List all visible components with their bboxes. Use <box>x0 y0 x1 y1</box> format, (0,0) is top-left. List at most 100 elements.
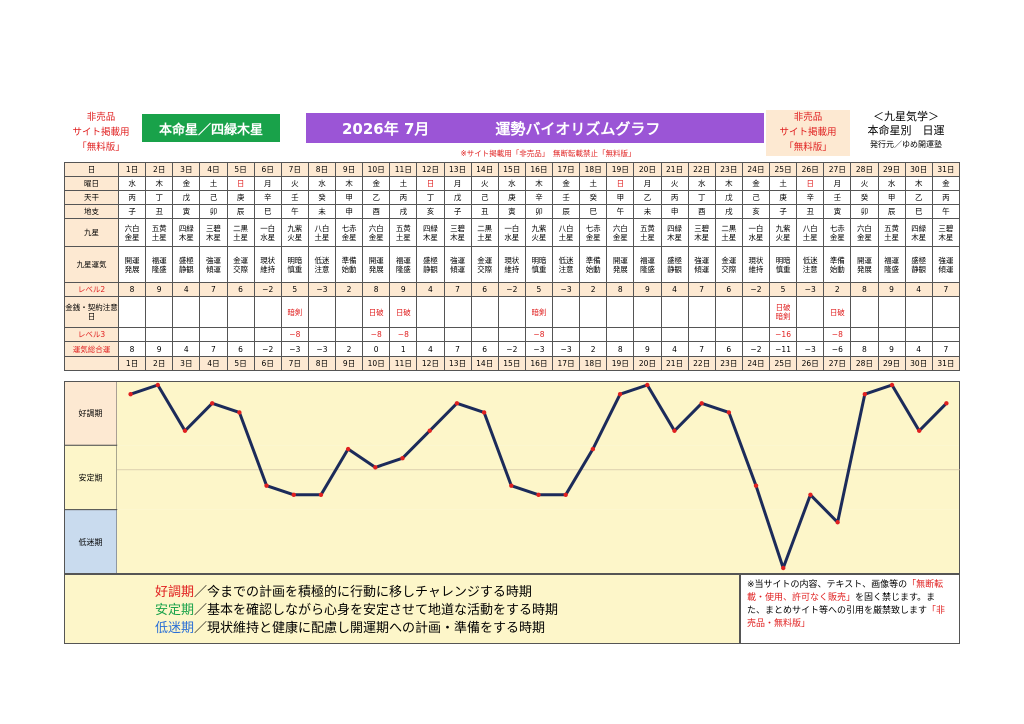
lv3-cell <box>470 327 499 342</box>
band-label-bg <box>63 380 118 446</box>
lv3-cell: −8 <box>524 327 554 342</box>
kyusei-cell: 四緑 木星 <box>172 218 201 247</box>
kin-cell: 日破 <box>362 296 391 328</box>
kyusei-cell-line: 六白 <box>124 223 140 233</box>
label-money-caution: 金銭・契約注意日 <box>64 296 119 328</box>
shi-cell: 午 <box>606 204 635 219</box>
kyusei-cell-line: 八白 <box>314 223 330 233</box>
band-label: 安定期 <box>79 473 103 483</box>
shi-cell: 子 <box>117 204 147 219</box>
sogo-cell: 7 <box>687 341 716 357</box>
days-cell: 7日 <box>280 162 309 177</box>
kyusei-cell: 七赤 金星 <box>334 218 364 247</box>
weekday-cell: 日 <box>226 176 255 191</box>
day-footer-cell: 19日 <box>606 356 635 371</box>
kan-cell: 辛 <box>253 190 282 205</box>
kin-cell <box>931 296 961 328</box>
day-footer-cell: 8日 <box>307 356 337 371</box>
kyusei-cell-line: 土星 <box>558 232 574 242</box>
kan-cell: 庚 <box>768 190 798 205</box>
kan-cell: 丁 <box>416 190 445 205</box>
lv2-cell: 6 <box>470 282 499 297</box>
unki-cell-line: 低迷 <box>314 255 330 265</box>
shi-cell: 酉 <box>362 204 391 219</box>
shi-cell: 卯 <box>199 204 228 219</box>
kyusei-cell-line: 火星 <box>287 232 303 242</box>
free-label-line: サイト掲載用 <box>779 127 837 138</box>
data-point <box>400 456 405 461</box>
kyusei-cell-line: 三碧 <box>450 223 466 233</box>
kyusei-cell-line: 四緑 <box>178 223 194 233</box>
kyusei-cell-line: 木星 <box>667 232 683 242</box>
lv2-cell: −2 <box>497 282 526 297</box>
lv2-cell: 8 <box>606 282 635 297</box>
data-point <box>944 401 949 406</box>
lv2-cell: −3 <box>796 282 825 297</box>
kan-cell: 甲 <box>334 190 364 205</box>
weekday-cell: 火 <box>280 176 309 191</box>
notice-part-d: 「非売品・無料版」 <box>747 606 946 629</box>
day-footer-cell: 6日 <box>253 356 282 371</box>
unki-cell: 盛極 静観 <box>660 246 689 283</box>
data-point <box>427 428 432 433</box>
shi-cell: 巳 <box>579 204 608 219</box>
title-main: 運勢バイオリズムグラフ <box>495 119 661 138</box>
day-footer-cell: 27日 <box>823 356 852 371</box>
kin-cell-line: 日破 <box>829 307 845 317</box>
shi-cell: 亥 <box>416 204 445 219</box>
unki-cell-line: 隆盛 <box>884 264 900 274</box>
sogo-cell: 7 <box>199 341 228 357</box>
unki-cell: 開運 発展 <box>606 246 635 283</box>
label-weekday: 曜日 <box>64 176 119 191</box>
kan-cell: 乙 <box>633 190 662 205</box>
days-cell: 3日 <box>172 162 201 177</box>
unki-cell: 強運 傾運 <box>931 246 961 283</box>
unki-cell-line: 維持 <box>748 264 764 274</box>
unki-cell-line: 低迷 <box>802 255 818 265</box>
data-point <box>753 483 759 488</box>
unki-cell-line: 強運 <box>205 255 221 265</box>
unki-cell-line: 準備 <box>829 255 845 265</box>
unki-cell: 福運 隆盛 <box>389 246 418 283</box>
unki-cell-line: 交際 <box>233 264 249 274</box>
lv3-cell: −16 <box>768 327 798 342</box>
kyusei-cell-line: 金星 <box>856 232 872 242</box>
publisher: 発行元／ゆめ開運塾 <box>870 140 942 149</box>
lv3-cell <box>660 327 689 342</box>
day-footer-cell: 23日 <box>714 356 743 371</box>
free-label-line: 「無料版」 <box>77 142 125 153</box>
kin-cell-line: 暗剣 <box>287 307 303 317</box>
unki-cell-line: 金運 <box>721 255 737 265</box>
kin-cell <box>334 296 364 328</box>
sogo-cell: 7 <box>443 341 472 357</box>
unki-cell-line: 福運 <box>639 255 655 265</box>
days-cell: 4日 <box>199 162 228 177</box>
sogo-cell: −11 <box>768 341 798 357</box>
days-cell: 15日 <box>497 162 526 177</box>
label-kan: 天干 <box>64 190 119 205</box>
lv2-cell: 7 <box>687 282 716 297</box>
unki-cell-line: 始動 <box>829 264 845 274</box>
lv2-cell: −3 <box>307 282 337 297</box>
kyusei-cell-line: 水星 <box>260 232 276 242</box>
shi-cell: 午 <box>280 204 309 219</box>
days-cell: 11日 <box>389 162 418 177</box>
kin-cell <box>117 296 147 328</box>
sogo-cell: 8 <box>117 341 147 357</box>
unki-cell-line: 現状 <box>504 255 520 265</box>
band-area <box>117 509 960 574</box>
days-cell: 5日 <box>226 162 255 177</box>
shi-cell: 寅 <box>823 204 852 219</box>
weekday-cell: 火 <box>660 176 689 191</box>
sogo-cell: 4 <box>904 341 933 357</box>
lv2-cell: 7 <box>199 282 228 297</box>
unki-cell-line: 発展 <box>368 264 384 274</box>
kyusei-cell: 八白 土星 <box>551 218 581 247</box>
days-cell: 9日 <box>334 162 364 177</box>
kin-cell <box>145 296 174 328</box>
kyusei-cell-line: 水星 <box>504 232 520 242</box>
lv2-cell: 5 <box>524 282 554 297</box>
lv3-cell <box>904 327 933 342</box>
lv2-cell: 8 <box>362 282 391 297</box>
data-point <box>318 492 324 497</box>
